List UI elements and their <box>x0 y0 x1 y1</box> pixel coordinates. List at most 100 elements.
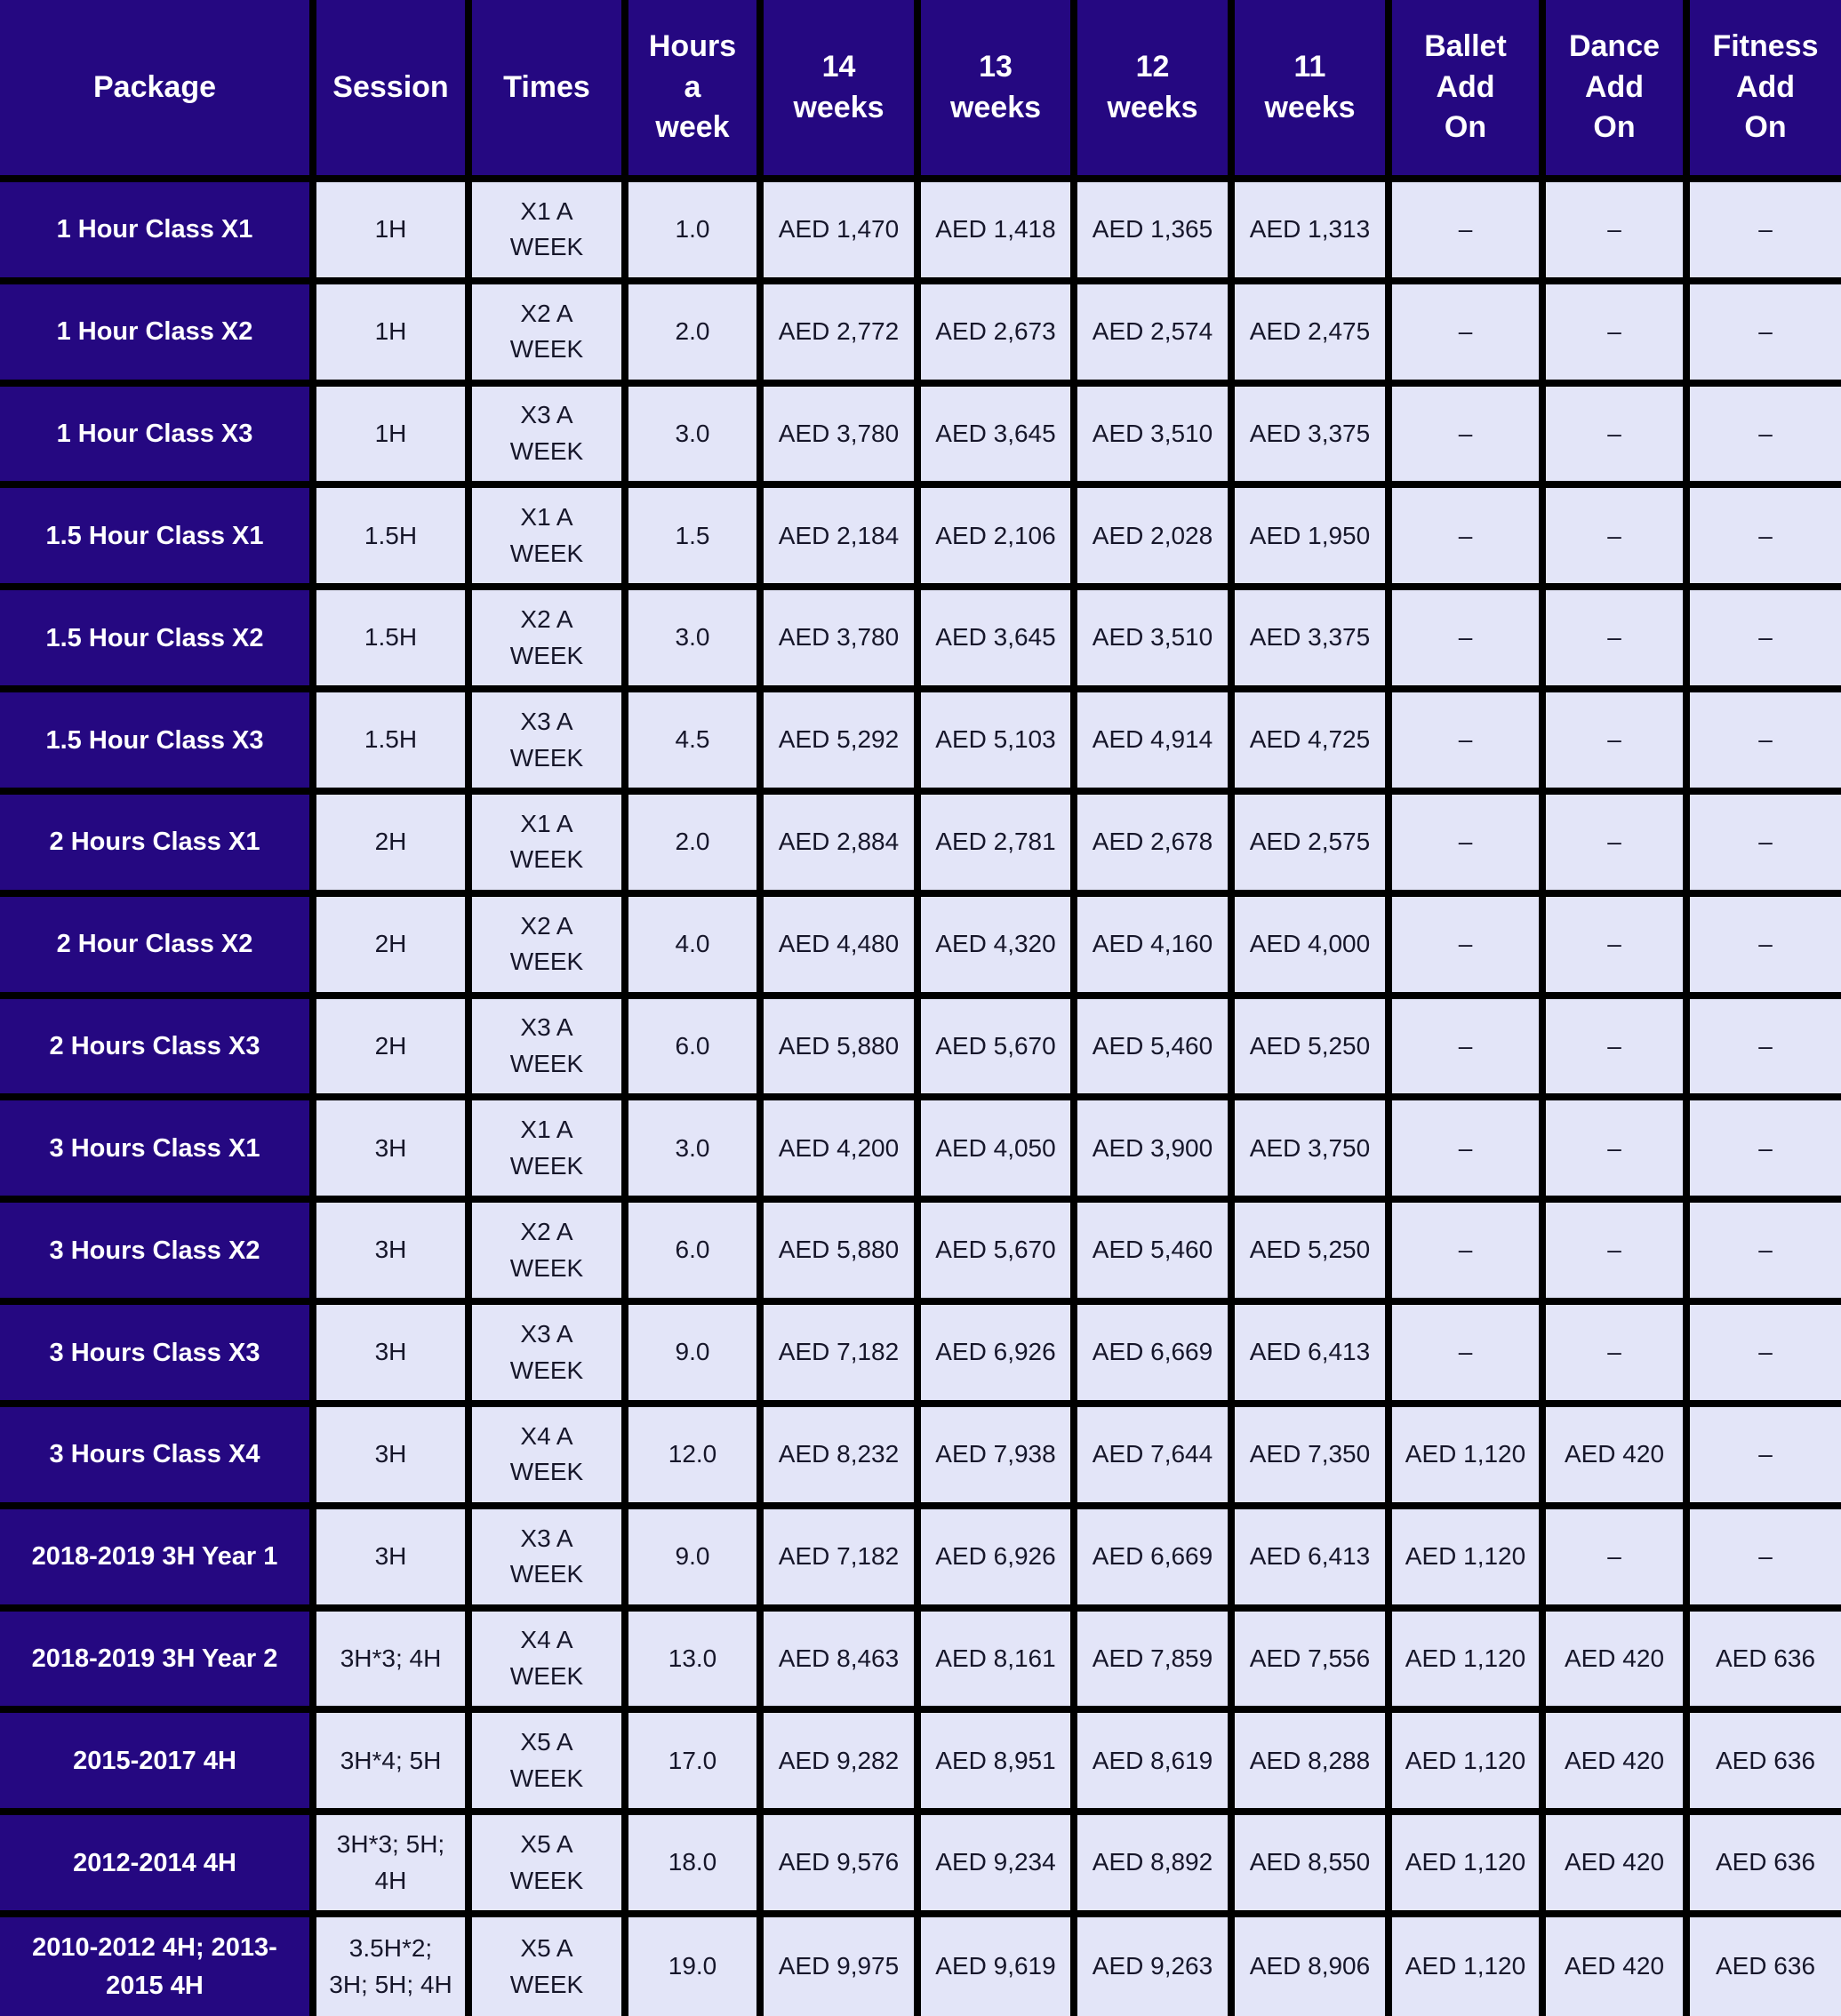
cell-times: X3 A WEEK <box>465 991 628 1101</box>
cell-session: 1.5H <box>309 583 472 693</box>
cell-hours-a-week: 1.5 <box>621 481 764 591</box>
table-header: Package Session Times Hours a week 14 weeks 1… <box>0 0 1841 182</box>
column-header-13-weeks: 13 weeks <box>914 0 1077 182</box>
cell-session: 2H <box>309 889 472 999</box>
package-cell: 3 Hours Class X3 <box>0 1298 316 1407</box>
cell-14-weeks: AED 7,182 <box>756 1501 921 1612</box>
cell-times: X2 A WEEK <box>465 889 628 999</box>
cell-13-weeks: AED 3,645 <box>914 583 1077 693</box>
table-row: 3 Hours Class X1 3H X1 A WEEK 3.0 AED 4,200 A… <box>0 1093 1841 1204</box>
cell-dance-add-on: – <box>1539 1501 1690 1612</box>
cell-hours-a-week: 2.0 <box>621 276 764 387</box>
cell-13-weeks: AED 5,103 <box>914 685 1077 795</box>
cell-fitness-add-on: – <box>1683 175 1841 284</box>
cell-dance-add-on: AED 420 <box>1539 1706 1690 1816</box>
cell-session: 1.5H <box>309 685 472 795</box>
cell-hours-a-week: 9.0 <box>621 1501 764 1612</box>
cell-14-weeks: AED 3,780 <box>756 583 921 693</box>
cell-11-weeks: AED 1,950 <box>1228 481 1392 591</box>
cell-11-weeks: AED 6,413 <box>1228 1501 1392 1612</box>
cell-hours-a-week: 3.0 <box>621 1093 764 1204</box>
cell-11-weeks: AED 4,725 <box>1228 685 1392 795</box>
cell-times: X5 A WEEK <box>465 1706 628 1816</box>
cell-11-weeks: AED 2,475 <box>1228 276 1392 387</box>
cell-session: 3H*3; 5H; 4H <box>309 1808 472 1918</box>
cell-14-weeks: AED 2,772 <box>756 276 921 387</box>
cell-times: X1 A WEEK <box>465 787 628 897</box>
column-header-fitness-add-on: Fitness Add On <box>1683 0 1841 182</box>
cell-times: X3 A WEEK <box>465 685 628 795</box>
cell-dance-add-on: – <box>1539 276 1690 387</box>
cell-hours-a-week: 9.0 <box>621 1298 764 1407</box>
cell-11-weeks: AED 3,750 <box>1228 1093 1392 1204</box>
package-cell: 1.5 Hour Class X3 <box>0 685 316 795</box>
cell-13-weeks: AED 7,938 <box>914 1399 1077 1509</box>
cell-session: 3H <box>309 1196 472 1306</box>
cell-11-weeks: AED 6,413 <box>1228 1298 1392 1407</box>
cell-fitness-add-on: – <box>1683 583 1841 693</box>
table-row: 2018-2019 3H Year 1 3H X3 A WEEK 9.0 AED 7,1… <box>0 1501 1841 1612</box>
cell-dance-add-on: AED 420 <box>1539 1808 1690 1918</box>
package-cell: 2015-2017 4H <box>0 1706 316 1816</box>
cell-ballet-add-on: – <box>1385 276 1546 387</box>
cell-12-weeks: AED 3,510 <box>1070 379 1235 489</box>
cell-ballet-add-on: AED 1,120 <box>1385 1399 1546 1509</box>
cell-13-weeks: AED 5,670 <box>914 991 1077 1101</box>
cell-session: 3H <box>309 1093 472 1204</box>
cell-fitness-add-on: – <box>1683 787 1841 897</box>
cell-fitness-add-on: – <box>1683 889 1841 999</box>
column-header-12-weeks: 12 weeks <box>1070 0 1235 182</box>
table-row: 1 Hour Class X2 1H X2 A WEEK 2.0 AED 2,772 AE… <box>0 276 1841 387</box>
cell-13-weeks: AED 2,781 <box>914 787 1077 897</box>
cell-times: X3 A WEEK <box>465 1298 628 1407</box>
cell-14-weeks: AED 4,200 <box>756 1093 921 1204</box>
cell-dance-add-on: AED 420 <box>1539 1604 1690 1714</box>
cell-session: 2H <box>309 991 472 1101</box>
cell-session: 3H*3; 4H <box>309 1604 472 1714</box>
table-row: 3 Hours Class X2 3H X2 A WEEK 6.0 AED 5,880 A… <box>0 1196 1841 1306</box>
cell-11-weeks: AED 5,250 <box>1228 1196 1392 1306</box>
cell-hours-a-week: 18.0 <box>621 1808 764 1918</box>
cell-13-weeks: AED 5,670 <box>914 1196 1077 1306</box>
cell-11-weeks: AED 3,375 <box>1228 583 1392 693</box>
cell-11-weeks: AED 8,550 <box>1228 1808 1392 1918</box>
cell-session: 3H*4; 5H <box>309 1706 472 1816</box>
cell-13-weeks: AED 4,320 <box>914 889 1077 999</box>
column-header-hours-a-week: Hours a week <box>621 0 764 182</box>
cell-11-weeks: AED 7,350 <box>1228 1399 1392 1509</box>
cell-ballet-add-on: AED 1,120 <box>1385 1501 1546 1612</box>
cell-dance-add-on: – <box>1539 889 1690 999</box>
cell-12-weeks: AED 5,460 <box>1070 991 1235 1101</box>
cell-times: X2 A WEEK <box>465 276 628 387</box>
cell-ballet-add-on: AED 1,120 <box>1385 1604 1546 1714</box>
cell-fitness-add-on: – <box>1683 1501 1841 1612</box>
cell-12-weeks: AED 2,574 <box>1070 276 1235 387</box>
cell-times: X3 A WEEK <box>465 1501 628 1612</box>
cell-ballet-add-on: – <box>1385 991 1546 1101</box>
table-row: 1.5 Hour Class X1 1.5H X1 A WEEK 1.5 AED 2,1… <box>0 481 1841 591</box>
cell-14-weeks: AED 8,463 <box>756 1604 921 1714</box>
cell-11-weeks: AED 1,313 <box>1228 175 1392 284</box>
cell-14-weeks: AED 9,576 <box>756 1808 921 1918</box>
package-cell: 2 Hours Class X1 <box>0 787 316 897</box>
cell-times: X5 A WEEK <box>465 1808 628 1918</box>
cell-12-weeks: AED 1,365 <box>1070 175 1235 284</box>
cell-13-weeks: AED 2,106 <box>914 481 1077 591</box>
cell-hours-a-week: 6.0 <box>621 991 764 1101</box>
package-cell: 2 Hour Class X2 <box>0 889 316 999</box>
package-cell: 2018-2019 3H Year 2 <box>0 1604 316 1714</box>
cell-14-weeks: AED 5,880 <box>756 991 921 1101</box>
table-row: 2018-2019 3H Year 2 3H*3; 4H X4 A WEEK 13.0… <box>0 1604 1841 1714</box>
table-row: 1.5 Hour Class X2 1.5H X2 A WEEK 3.0 AED 3,7… <box>0 583 1841 693</box>
column-header-ballet-add-on: Ballet Add On <box>1385 0 1546 182</box>
cell-ballet-add-on: – <box>1385 1093 1546 1204</box>
table-row: 1 Hour Class X3 1H X3 A WEEK 3.0 AED 3,780 AE… <box>0 379 1841 489</box>
cell-ballet-add-on: AED 1,120 <box>1385 1808 1546 1918</box>
cell-ballet-add-on: – <box>1385 481 1546 591</box>
cell-ballet-add-on: AED 1,120 <box>1385 1910 1546 2016</box>
cell-fitness-add-on: – <box>1683 481 1841 591</box>
cell-dance-add-on: – <box>1539 991 1690 1101</box>
package-cell: 1.5 Hour Class X2 <box>0 583 316 693</box>
cell-12-weeks: AED 4,914 <box>1070 685 1235 795</box>
table-row: 2 Hours Class X1 2H X1 A WEEK 2.0 AED 2,884 A… <box>0 787 1841 897</box>
